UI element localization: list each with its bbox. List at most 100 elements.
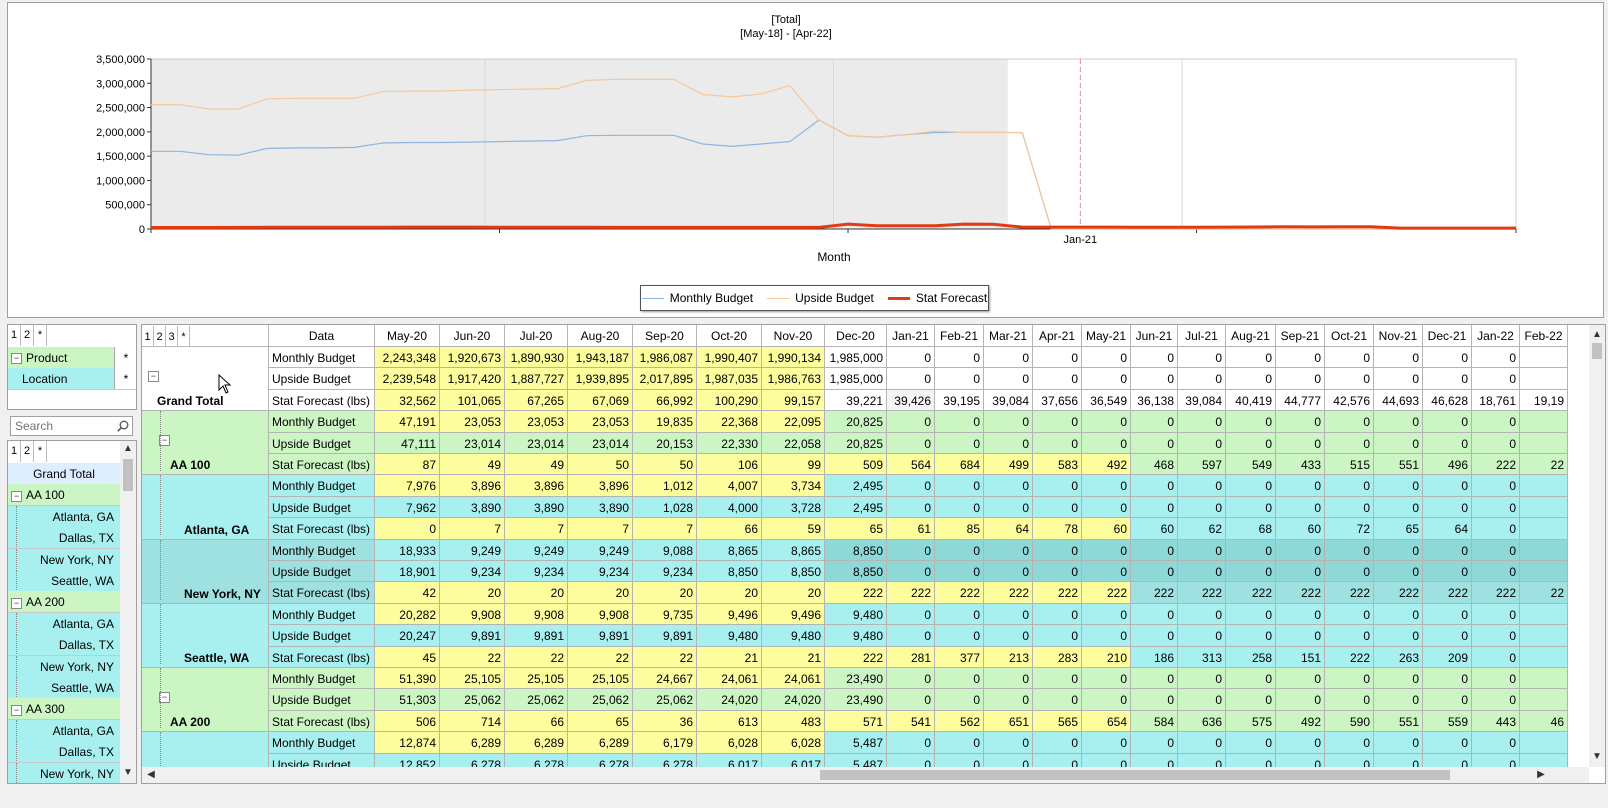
data-cell[interactable]: 571 [825,710,887,733]
data-cell[interactable]: 24,061 [762,668,825,690]
data-cell[interactable]: 3,728 [762,496,825,519]
data-cell[interactable]: 67,069 [568,389,633,412]
month-header[interactable]: Feb-22 [1520,325,1568,347]
data-cell[interactable]: 3,890 [440,496,505,519]
data-cell[interactable]: 0 [1423,561,1472,583]
data-cell[interactable]: 23,490 [825,668,887,690]
data-cell[interactable]: 60 [1276,518,1325,540]
data-cell[interactable]: 0 [1276,561,1325,583]
data-cell[interactable]: 1,985,000 [825,368,887,390]
data-cell[interactable]: 551 [1374,454,1423,476]
data-cell[interactable]: 499 [984,454,1033,476]
data-cell[interactable]: 0 [1472,668,1520,690]
data-cell[interactable]: 0 [1276,368,1325,390]
data-cell[interactable]: 9,735 [633,603,697,626]
data-cell[interactable]: 9,234 [440,561,505,583]
data-cell[interactable]: 590 [1325,710,1374,733]
data-cell[interactable]: 7 [633,518,697,540]
data-cell[interactable]: 2,239,548 [375,368,440,390]
data-cell[interactable]: 0 [1423,347,1472,369]
data-cell[interactable]: 50 [633,454,697,476]
data-cell[interactable]: 23,014 [505,432,568,454]
month-header[interactable]: Dec-21 [1423,325,1472,347]
data-cell[interactable]: 0 [1226,603,1276,626]
data-cell[interactable]: 0 [1082,539,1131,561]
data-cell[interactable]: 0 [1178,496,1226,519]
tree-item[interactable]: Grand Total [8,463,120,485]
data-cell[interactable] [1520,668,1568,690]
data-cell[interactable]: 0 [1423,432,1472,454]
data-cell[interactable]: 0 [984,347,1033,369]
data-cell[interactable]: 283 [1033,646,1082,668]
data-cell[interactable]: 23,490 [825,689,887,711]
data-cell[interactable]: 541 [887,710,935,733]
data-cell[interactable]: 0 [1131,347,1178,369]
data-cell[interactable]: 0 [1226,561,1276,583]
data-cell[interactable]: 0 [887,496,935,519]
level-button-2[interactable]: 2 [21,325,34,346]
data-cell[interactable]: 1,012 [633,475,697,497]
data-cell[interactable]: 6,289 [568,732,633,754]
data-cell[interactable]: 22 [1520,582,1568,604]
grid-scroll-up-icon[interactable]: ▲ [1592,329,1602,340]
data-cell[interactable]: 64 [1423,518,1472,540]
data-cell[interactable]: 0 [935,539,984,561]
data-cell[interactable]: 20 [762,582,825,604]
data-cell[interactable]: 0 [984,411,1033,433]
data-cell[interactable]: 0 [1082,411,1131,433]
data-cell[interactable]: 1,028 [633,496,697,519]
data-cell[interactable]: 0 [935,689,984,711]
data-cell[interactable]: 0 [1033,368,1082,390]
data-cell[interactable]: 44,693 [1374,389,1423,412]
data-cell[interactable]: 9,249 [505,539,568,561]
data-cell[interactable]: 9,891 [633,625,697,647]
data-cell[interactable]: 0 [935,411,984,433]
data-cell[interactable] [1520,347,1568,369]
data-cell[interactable]: 9,480 [825,625,887,647]
data-cell[interactable]: 39,195 [935,389,984,412]
data-cell[interactable]: 0 [1374,368,1423,390]
data-cell[interactable]: 0 [984,625,1033,647]
data-cell[interactable]: 0 [1226,689,1276,711]
data-cell[interactable]: 0 [1178,368,1226,390]
data-cell[interactable]: 0 [1325,496,1374,519]
data-cell[interactable]: 468 [1131,454,1178,476]
data-cell[interactable]: 24,667 [633,668,697,690]
data-cell[interactable]: 0 [1374,475,1423,497]
data-cell[interactable]: 22,330 [697,432,762,454]
data-cell[interactable]: 0 [1472,475,1520,497]
level-button-1[interactable]: 1 [8,325,21,346]
month-header[interactable]: Jul-21 [1178,325,1226,347]
data-cell[interactable]: 0 [1178,347,1226,369]
data-cell[interactable] [1520,646,1568,668]
grid-vertical-scrollbar[interactable]: ▲ ▼ [1589,325,1605,767]
data-cell[interactable] [1520,368,1568,390]
data-cell[interactable]: 0 [1082,368,1131,390]
data-cell[interactable]: 2,495 [825,496,887,519]
data-cell[interactable]: 654 [1082,710,1131,733]
data-cell[interactable]: 222 [1226,582,1276,604]
data-cell[interactable]: 9,234 [568,561,633,583]
grid-level-button-2[interactable]: 2 [154,326,166,346]
data-cell[interactable]: 377 [935,646,984,668]
data-cell[interactable]: 0 [887,475,935,497]
data-cell[interactable]: 0 [1131,496,1178,519]
data-cell[interactable]: 20,282 [375,603,440,626]
data-cell[interactable]: 42 [375,582,440,604]
data-cell[interactable]: 78 [1033,518,1082,540]
data-cell[interactable]: 0 [1423,368,1472,390]
data-cell[interactable]: 8,850 [825,561,887,583]
data-cell[interactable]: 0 [1374,432,1423,454]
row-group-header[interactable]: New York, NY [142,539,269,604]
data-cell[interactable]: 0 [1276,689,1325,711]
month-header[interactable]: Sep-20 [633,325,697,347]
data-cell[interactable]: 9,891 [440,625,505,647]
data-cell[interactable]: 564 [887,454,935,476]
data-cell[interactable]: 0 [1276,732,1325,754]
data-cell[interactable]: 222 [1033,582,1082,604]
data-cell[interactable]: 0 [1472,646,1520,668]
data-cell[interactable]: 1,920,673 [440,347,505,369]
data-cell[interactable]: 9,088 [633,539,697,561]
month-header[interactable]: Mar-21 [984,325,1033,347]
data-cell[interactable]: 222 [984,582,1033,604]
